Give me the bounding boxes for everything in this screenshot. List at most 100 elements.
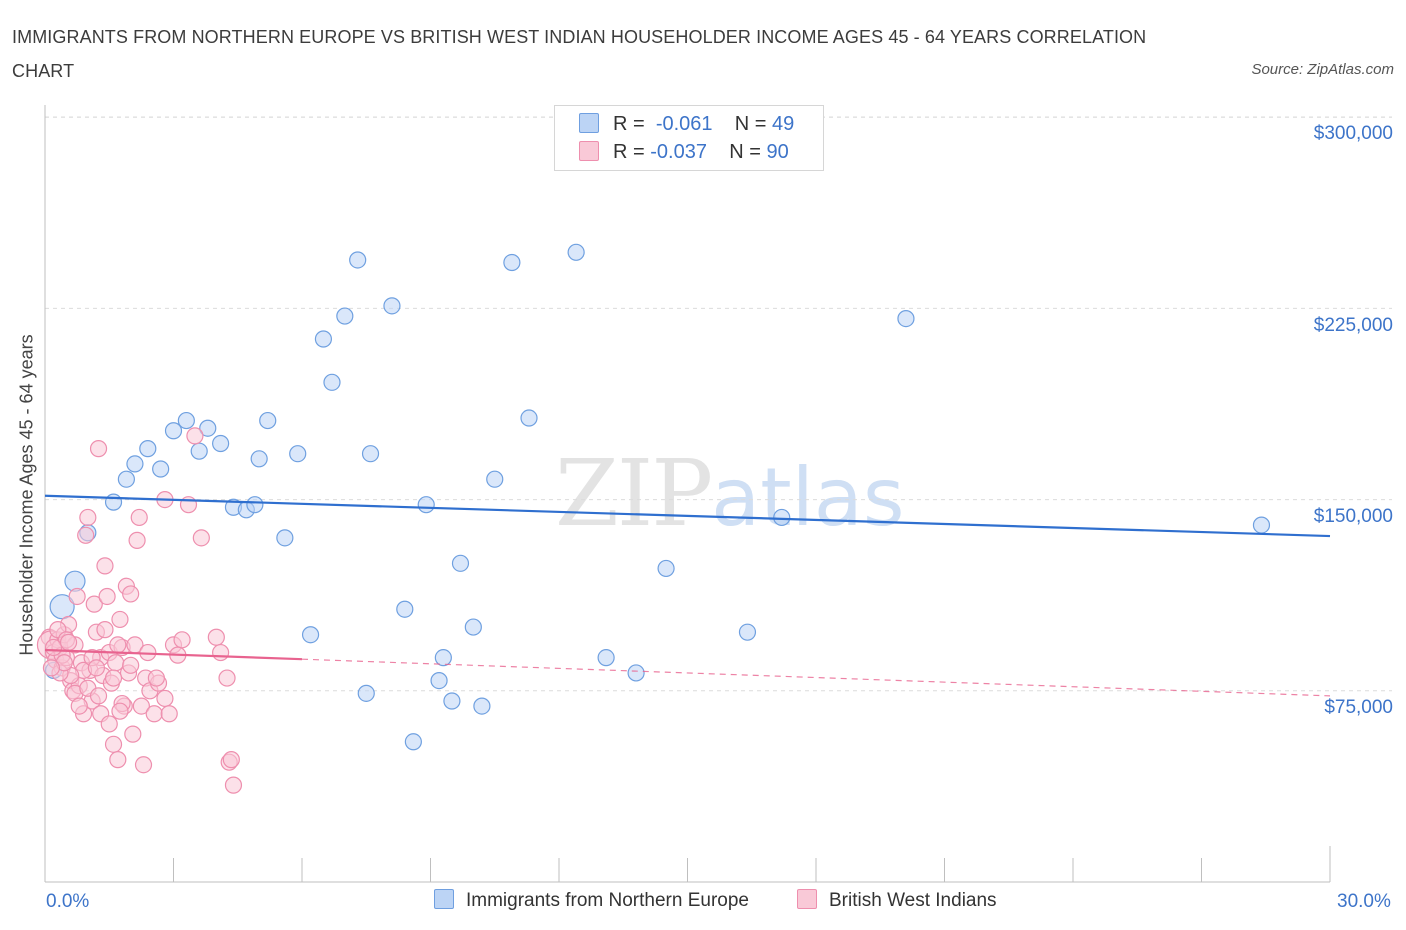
bottom-legend-label-series1: Immigrants from Northern Europe (466, 890, 749, 911)
blue-data-point (464, 618, 482, 636)
blue-data-point (212, 434, 230, 453)
blue-data-point (164, 422, 183, 440)
legend-r-label: R = (613, 113, 645, 135)
blue-data-point (301, 626, 320, 644)
legend-n-label: N = (729, 141, 761, 163)
y-axis-label: Householder Income Ages 45 - 64 years (16, 334, 37, 656)
pink-data-point (122, 585, 140, 603)
blue-data-point (336, 307, 354, 325)
blue-data-point (259, 411, 277, 430)
blue-data-point (383, 297, 401, 315)
pink-data-point (145, 705, 163, 723)
pink-data-point (77, 526, 95, 544)
source-label: Source: ZipAtlas.com (1251, 61, 1394, 78)
pink-data-point (160, 705, 178, 723)
legend-n-value: 90 (766, 141, 789, 163)
blue-data-point (190, 442, 208, 460)
blue-data-point (503, 253, 521, 272)
pink-data-point (224, 776, 243, 794)
pink-data-point (173, 631, 191, 649)
legend-r-label: R = (613, 141, 645, 163)
blue-data-point (152, 460, 170, 478)
watermark: ZIPatlas (555, 440, 905, 547)
bottom-legend-swatch-pink (797, 889, 817, 909)
blue-data-point (897, 309, 915, 328)
blue-data-point (250, 450, 268, 468)
blue-data-point (104, 493, 123, 511)
bottom-legend-label-series2: British West Indians (829, 890, 997, 911)
legend-r-value: -0.061 (655, 113, 713, 135)
legend-row-series2: R = -0.037 N = 90 (579, 140, 789, 164)
blue-data-point (199, 419, 217, 437)
pink-data-point (109, 636, 127, 654)
pink-data-point (96, 557, 114, 575)
blue-data-point (443, 692, 461, 710)
blue-data-point (451, 554, 470, 572)
blue-data-point (361, 445, 380, 463)
blue-data-point (597, 649, 615, 667)
blue-data-point (486, 470, 504, 488)
blue-data-point (434, 649, 452, 667)
blue-data-point (49, 594, 75, 620)
pink-data-point (79, 508, 97, 527)
pink-data-point (100, 715, 118, 733)
pink-data-point (111, 702, 129, 720)
blue-data-point (738, 623, 757, 641)
pink-data-point (192, 529, 210, 547)
pink-data-point (98, 587, 116, 606)
blue-data-point (404, 733, 422, 751)
pink-data-point (68, 587, 86, 606)
watermark-atlas: atlas (711, 451, 905, 544)
blue-data-point (349, 251, 367, 269)
pink-data-point (134, 756, 153, 774)
blue-data-point (520, 409, 538, 427)
blue-trend-line (44, 494, 1331, 538)
x-tick-label-min: 0.0% (46, 891, 90, 912)
blue-data-point (323, 373, 341, 391)
blue-data-point (117, 470, 135, 488)
y-tick-label-75000: $75,000 (1324, 697, 1393, 718)
pink-data-point (70, 697, 88, 715)
pink-data-point (128, 531, 146, 549)
bottom-legend-series1: Immigrants from Northern Europe (434, 889, 749, 912)
blue-data-point (139, 440, 157, 458)
pink-data-point (130, 508, 148, 527)
legend-r-value: -0.037 (650, 141, 707, 163)
pink-data-point (111, 610, 129, 629)
pink-data-point (156, 689, 174, 708)
legend-n-value: 49 (772, 113, 795, 135)
blue-data-point (1252, 516, 1271, 534)
blue-data-point (773, 508, 791, 527)
y-tick-label-225000: $225,000 (1313, 315, 1393, 336)
pink-data-point (124, 725, 142, 743)
pink-data-point (89, 440, 108, 458)
y-tick-label-150000: $150,000 (1313, 506, 1393, 527)
pink-data-point (222, 751, 240, 769)
watermark-zip: ZIP (555, 440, 713, 547)
blue-data-point (567, 243, 585, 261)
pink-data-point (212, 643, 230, 662)
pink-data-point (186, 427, 204, 445)
pink-data-point (122, 656, 140, 674)
blue-data-point (627, 664, 645, 682)
blue-data-point (357, 684, 375, 702)
blue-data-point (177, 411, 195, 430)
pink-data-point (207, 628, 225, 646)
blue-data-point (396, 600, 414, 618)
blue-data-point (246, 496, 264, 514)
blue-data-point (430, 672, 448, 690)
legend-n-label: N = (734, 113, 767, 135)
blue-data-point (473, 697, 491, 715)
legend-swatch-blue (579, 113, 599, 133)
pink-data-point (44, 638, 63, 657)
pink-data-point (109, 751, 127, 769)
blue-data-point (314, 330, 333, 348)
pink-data-point (104, 735, 123, 753)
legend-swatch-pink (579, 141, 599, 161)
pink-data-point (104, 669, 123, 687)
pink-data-point (87, 659, 106, 677)
correlation-legend: R = -0.061 N = 49 R = -0.037 N = 90 (554, 105, 824, 171)
pink-data-point (89, 687, 108, 705)
pink-data-point (147, 669, 165, 687)
blue-data-point (417, 496, 435, 514)
